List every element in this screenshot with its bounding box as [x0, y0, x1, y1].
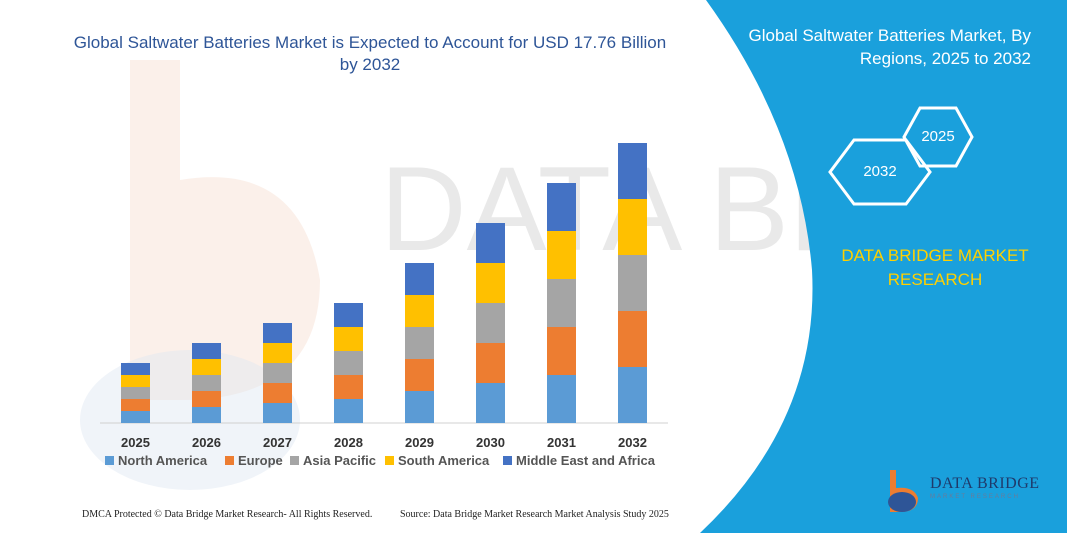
bar-segment [192, 343, 221, 359]
footer-copyright: DMCA Protected © Data Bridge Market Rese… [82, 509, 373, 520]
legend-swatch [225, 456, 234, 465]
bar-segment [547, 183, 576, 231]
x-tick-label: 2030 [476, 435, 505, 450]
legend-label: South America [398, 453, 490, 468]
bar-segment [618, 367, 647, 423]
bar-segment [192, 375, 221, 391]
x-tick-label: 2032 [618, 435, 647, 450]
stacked-bar-chart: 2025 2026 2027 2028 2029 2030 2031 2032 North Am… [100, 143, 668, 468]
bar-segment [476, 263, 505, 303]
bar-segment [476, 343, 505, 383]
bar-segment [405, 391, 434, 423]
hex-label-end: 2032 [863, 163, 897, 180]
bar-segment [263, 403, 292, 423]
bar-segment [334, 375, 363, 399]
legend-swatch [290, 456, 299, 465]
bar-segment [618, 255, 647, 311]
chart-title: Global Saltwater Batteries Market is Exp… [73, 33, 667, 74]
bar-segment [121, 411, 150, 423]
bar-segment [618, 143, 647, 199]
legend-swatch [385, 456, 394, 465]
bar-segment [405, 263, 434, 295]
bar-segment [263, 323, 292, 343]
bar-segment [121, 363, 150, 375]
bar-segment [192, 391, 221, 407]
legend-label: Europe [238, 453, 283, 468]
bar-segment [547, 231, 576, 279]
bar-segment [334, 303, 363, 327]
legend-swatch [105, 456, 114, 465]
x-tick-label: 2027 [263, 435, 292, 450]
bar-segment [476, 223, 505, 263]
bar-segment [263, 383, 292, 403]
panel-title: Global Saltwater Batteries Market, By Re… [748, 26, 1031, 68]
bar-segment [121, 387, 150, 399]
bar-segment [263, 343, 292, 363]
bar-segment [405, 295, 434, 327]
bar-segment [476, 303, 505, 343]
bar-segment [121, 375, 150, 387]
logo-name: DATA BRIDGE [930, 475, 1040, 492]
legend-label: North America [118, 453, 208, 468]
logo-icon [888, 470, 918, 512]
bar-segment [547, 279, 576, 327]
x-tick-label: 2029 [405, 435, 434, 450]
bar-segment [263, 363, 292, 383]
x-tick-label: 2031 [547, 435, 576, 450]
bar-segment [334, 399, 363, 423]
bar-segment [334, 351, 363, 375]
hex-label-start: 2025 [921, 128, 955, 145]
legend-swatch [503, 456, 512, 465]
brand-text: DATA BRIDGE MARKET RESEARCH [841, 246, 1029, 289]
legend-label: Asia Pacific [303, 453, 376, 468]
x-tick-label: 2028 [334, 435, 363, 450]
footer-source: Source: Data Bridge Market Research Mark… [400, 509, 669, 520]
bar-segment [547, 327, 576, 375]
x-tick-label: 2025 [121, 435, 150, 450]
bar-segment [334, 327, 363, 351]
bar-segment [547, 375, 576, 423]
logo-tagline: MARKET RESEARCH [930, 494, 1020, 500]
legend-label: Middle East and Africa [516, 453, 656, 468]
bar-segment [192, 407, 221, 423]
bar-segment [405, 359, 434, 391]
bar-segment [121, 399, 150, 411]
bar-segment [405, 327, 434, 359]
x-tick-label: 2026 [192, 435, 221, 450]
bar-segment [618, 199, 647, 255]
bar-segment [618, 311, 647, 367]
bar-segment [476, 383, 505, 423]
bar-segment [192, 359, 221, 375]
